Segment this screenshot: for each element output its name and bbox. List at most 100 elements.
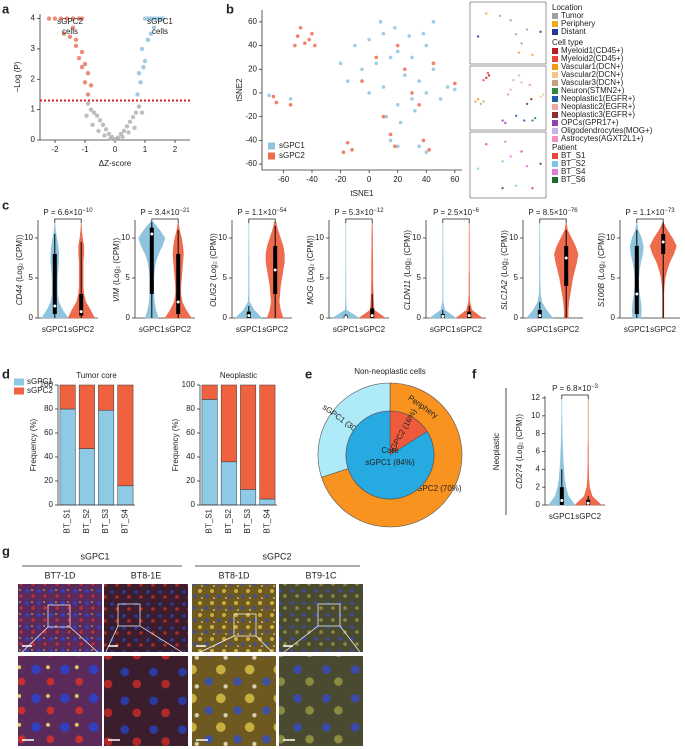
gene-name: CD44 xyxy=(15,284,24,305)
point xyxy=(151,25,157,30)
x-tick-label: BT_S4 xyxy=(120,508,129,533)
sample-label: BT8-1D xyxy=(218,570,250,580)
gene-name: VIM xyxy=(112,288,121,303)
axis-line xyxy=(619,220,680,319)
legend-label: sGPC2 xyxy=(27,386,53,395)
point xyxy=(410,97,414,101)
point xyxy=(393,25,397,30)
y-tick-label: 0 xyxy=(31,135,36,144)
significance-bracket xyxy=(539,218,567,223)
point xyxy=(476,167,480,170)
point xyxy=(388,132,393,137)
violin-half xyxy=(274,221,285,319)
y-axis-label: −Log (P) xyxy=(13,61,22,92)
panel-letter: d xyxy=(2,366,10,381)
point xyxy=(88,107,94,112)
point xyxy=(539,30,542,34)
point xyxy=(424,43,429,48)
iqr-box xyxy=(52,254,57,314)
point xyxy=(531,119,534,122)
point xyxy=(124,124,130,129)
point xyxy=(76,55,82,61)
unit: (Log₂ (CPM)) xyxy=(306,235,315,282)
x-tick-label: sGPC1 xyxy=(527,325,553,334)
point xyxy=(479,102,483,106)
point xyxy=(267,93,271,98)
y-tick-label: 10 xyxy=(509,233,518,242)
point xyxy=(46,16,52,21)
x-tick-label: BT_S1 xyxy=(205,508,214,533)
point xyxy=(410,91,414,95)
legend-label: OPCs(GPR17+) xyxy=(561,118,619,127)
point xyxy=(509,19,512,22)
gene-name: SLC1A2 xyxy=(500,280,509,310)
panel-g: sGPC1 sGPC2 BT7-1D BT8-1E BT8-1D BT9-1C xyxy=(17,551,364,746)
violin-half xyxy=(164,221,179,319)
point xyxy=(393,144,397,149)
point xyxy=(533,116,537,120)
group-label: sGPC1 xyxy=(80,551,109,561)
point xyxy=(136,104,142,109)
gene-name: MOG xyxy=(306,286,315,305)
legend-label: sGPC1 xyxy=(279,141,305,150)
bar-segment xyxy=(240,489,257,506)
point xyxy=(120,134,125,140)
iqr-box xyxy=(559,487,564,505)
y-axis-label: OLIG2 (Log₂ (CPM)) xyxy=(209,233,218,307)
point xyxy=(345,140,350,145)
violin-half xyxy=(526,222,541,319)
p-value-base: P = 5.3×10 xyxy=(334,208,374,217)
legend-label: Tumor xyxy=(561,11,584,20)
legend-swatch xyxy=(552,88,558,94)
y-tick-label: 0 xyxy=(191,500,196,509)
point xyxy=(84,113,89,118)
point xyxy=(486,71,490,75)
point xyxy=(525,28,529,31)
p-value-exponent: −54 xyxy=(276,208,287,214)
significance-bracket xyxy=(248,218,276,223)
significance-bracket xyxy=(442,218,470,223)
point xyxy=(384,114,389,119)
panel-frame xyxy=(469,131,547,199)
point xyxy=(338,61,343,66)
y-tick-label: 3 xyxy=(31,44,36,53)
point xyxy=(506,93,510,96)
x-tick-label: 20 xyxy=(393,175,402,184)
y-tick-label: 20 xyxy=(248,64,257,73)
x-tick-label: BT_S3 xyxy=(101,508,110,533)
violin-half xyxy=(371,221,387,319)
legend-swatch xyxy=(552,177,558,183)
x-tick-label: 0 xyxy=(113,145,118,154)
violin-half xyxy=(442,222,457,319)
point xyxy=(271,94,276,99)
sample-label: BT8-1E xyxy=(131,570,162,580)
violin-half xyxy=(587,398,603,506)
micrograph xyxy=(279,584,363,652)
point xyxy=(417,103,421,107)
point xyxy=(367,91,371,95)
y-axis-label: CLDN11 (Log₂ (CPM)) xyxy=(403,230,412,311)
legend-swatch xyxy=(552,72,558,78)
point xyxy=(530,97,533,101)
violin-half xyxy=(649,221,664,319)
point xyxy=(410,55,414,60)
bar-segment xyxy=(59,384,76,410)
y-tick-label: 40 xyxy=(248,41,257,50)
annotation: sGPC1 xyxy=(147,17,173,26)
x-tick-label: sGPC1 xyxy=(333,325,359,334)
point xyxy=(388,138,393,143)
point xyxy=(427,148,431,152)
point xyxy=(58,16,64,21)
y-tick-label: 5 xyxy=(126,273,131,282)
p-value: P = 5.3×10−12 xyxy=(334,208,384,218)
legend-swatch xyxy=(552,64,558,70)
annotation: cells xyxy=(152,27,168,36)
x-tick-label: 0 xyxy=(367,175,372,184)
group-label: Neoplastic xyxy=(492,433,501,470)
x-axis-label: tSNE1 xyxy=(350,189,374,198)
point xyxy=(73,43,79,49)
y-tick-label: 5 xyxy=(320,273,325,282)
x-tick-label: -40 xyxy=(306,175,318,184)
point xyxy=(395,43,400,48)
significance-bracket xyxy=(561,394,589,399)
